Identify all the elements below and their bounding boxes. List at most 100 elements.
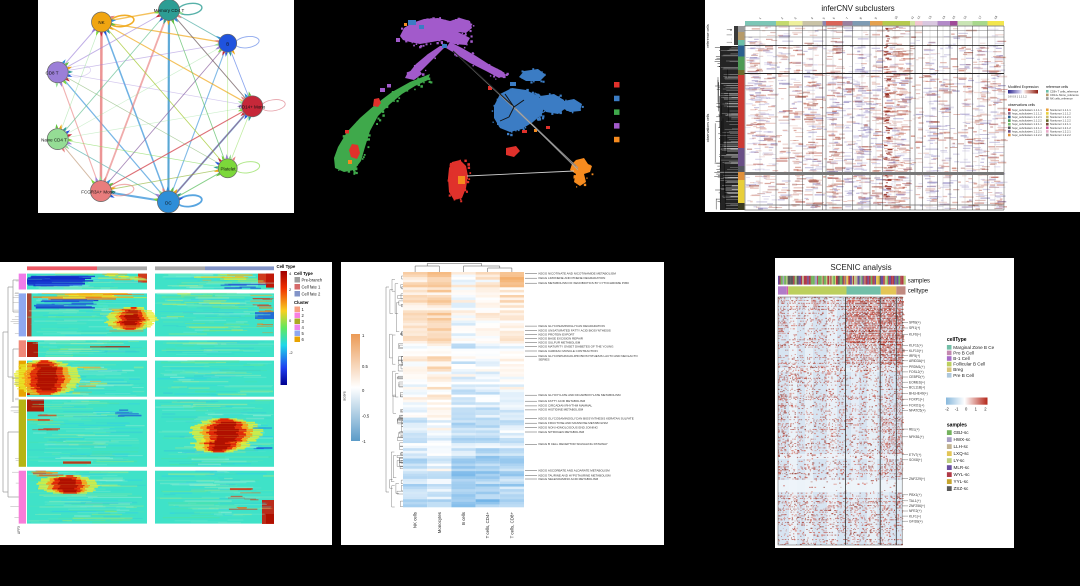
svg-text:NFE2(+): NFE2(+) — [909, 509, 922, 513]
svg-text:6: 6 — [832, 16, 836, 20]
svg-text:Cell Type: Cell Type — [277, 264, 296, 269]
svg-text:hspc_subclusters 1.2.2.2: hspc_subclusters 1.2.2.2 — [1012, 133, 1042, 137]
svg-text:Monocytes: Monocytes — [437, 511, 442, 533]
svg-text:12: 12 — [916, 15, 921, 20]
svg-text:1: 1 — [975, 407, 978, 412]
svg-text:hspc_subclusters 1.2.1.2: hspc_subclusters 1.2.1.2 — [1012, 126, 1042, 130]
svg-text:NK cells_reference: NK cells_reference — [1050, 97, 1073, 101]
svg-text:KEGG CIRCADIAN RHYTHM MAMMAL: KEGG CIRCADIAN RHYTHM MAMMAL — [539, 404, 593, 408]
svg-text:B-1 Cell: B-1 Cell — [953, 356, 969, 361]
svg-text:hspc_subclusters 1.2.1.1: hspc_subclusters 1.2.1.1 — [1012, 122, 1042, 126]
svg-text:Pre B Cell: Pre B Cell — [953, 373, 974, 378]
svg-text:B: B — [226, 42, 229, 47]
svg-text:KEGG BASE EXCISION REPAIR: KEGG BASE EXCISION REPAIR — [539, 336, 584, 340]
svg-text:LLH-sc: LLH-sc — [954, 444, 969, 449]
svg-text:GBJ-sc: GBJ-sc — [954, 430, 970, 435]
svg-text:KEGG FATTY ACID METABOLISM: KEGG FATTY ACID METABOLISM — [539, 399, 586, 403]
svg-text:Nontumor 1.2.2.2: Nontumor 1.2.2.2 — [1050, 133, 1071, 137]
svg-text:WYL-sc: WYL-sc — [954, 472, 971, 477]
svg-text:2: 2 — [984, 407, 987, 412]
svg-text:FOSL2(+): FOSL2(+) — [909, 370, 924, 374]
svg-text:ZSZ-sc: ZSZ-sc — [954, 486, 970, 491]
svg-text:KEGG B CELL RECEPTOR SIGNALING: KEGG B CELL RECEPTOR SIGNALING PATHWAY — [539, 442, 608, 446]
svg-text:KEGG GLYOXYLATE AND DICARBOXYL: KEGG GLYOXYLATE AND DICARBOXYLATE METABO… — [539, 393, 621, 397]
svg-text:MLR-sc: MLR-sc — [954, 465, 971, 470]
svg-text:Memory CD4 T: Memory CD4 T — [154, 8, 185, 13]
svg-text:10: 10 — [894, 15, 899, 20]
svg-text:DC: DC — [165, 200, 172, 205]
svg-text:FCGR3A+ Mono: FCGR3A+ Mono — [81, 190, 115, 195]
svg-text:KEGG NON HOMOLOGOUS END JOININ: KEGG NON HOMOLOGOUS END JOINING — [539, 425, 599, 429]
svg-text:KEGG SULFUR METABOLISM: KEGG SULFUR METABOLISM — [539, 340, 581, 344]
svg-text:KEGG MATURITY ONSET DIABETES O: KEGG MATURITY ONSET DIABETES OF THE YOUN… — [539, 345, 615, 349]
svg-text:hspc_subclusters 1.2.2.1: hspc_subclusters 1.2.2.1 — [1012, 129, 1042, 133]
svg-text:4: 4 — [810, 16, 814, 20]
svg-text:2: 2 — [289, 287, 292, 292]
svg-text:KEGG NICOTINATE AND NICOTINAMI: KEGG NICOTINATE AND NICOTINAMIDE METABOL… — [539, 271, 617, 275]
svg-text:NK cells: NK cells — [413, 511, 418, 528]
svg-text:observations cells: observations cells — [706, 114, 710, 143]
svg-text:KEGG CARDIAC MUSCLE CONTRACTIO: KEGG CARDIAC MUSCLE CONTRACTION — [539, 349, 598, 353]
svg-text:-0.5: -0.5 — [362, 414, 370, 419]
svg-text:cellType: cellType — [947, 337, 967, 343]
svg-text:TAL1(+): TAL1(+) — [909, 499, 921, 503]
svg-text:2: 2 — [780, 16, 784, 20]
svg-text:1: 1 — [302, 307, 305, 312]
svg-text:SOX8(+): SOX8(+) — [909, 458, 922, 462]
svg-text:KEGG GLYCOSAMINOGLYCAN BIOSYNT: KEGG GLYCOSAMINOGLYCAN BIOSYNTHESIS KERA… — [539, 416, 634, 420]
svg-text:reference cells: reference cells — [706, 24, 710, 48]
svg-text:KEGG GLYCOSPHINGOLIPID BIOSYNT: KEGG GLYCOSPHINGOLIPID BIOSYNTHESIS LACT… — [539, 354, 639, 358]
svg-text:ARID3A(+): ARID3A(+) — [909, 359, 925, 363]
svg-text:celltype: celltype — [908, 289, 929, 295]
svg-text:NFKB1(+): NFKB1(+) — [909, 435, 924, 439]
svg-text:observations cells: observations cells — [1008, 103, 1035, 107]
svg-text:Nontumor 1.1.1.1: Nontumor 1.1.1.1 — [1050, 108, 1071, 112]
svg-text:PBX1(+): PBX1(+) — [909, 493, 922, 497]
svg-text:9: 9 — [874, 16, 878, 20]
svg-text:Follicular B Cell: Follicular B Cell — [953, 362, 985, 367]
svg-text:1: 1 — [362, 333, 365, 338]
svg-text:17: 17 — [977, 15, 982, 20]
svg-text:HWX-sc: HWX-sc — [954, 437, 972, 442]
svg-text:-2: -2 — [289, 350, 293, 355]
svg-text:Nontumor 1.2.1.1: Nontumor 1.2.1.1 — [1050, 122, 1071, 126]
svg-text:Nontumor 1.2.1.2: Nontumor 1.2.1.2 — [1050, 126, 1071, 130]
svg-text:-1: -1 — [362, 439, 366, 444]
svg-text:LY-sc: LY-sc — [954, 458, 966, 463]
svg-text:15: 15 — [951, 15, 956, 20]
svg-text:1: 1 — [758, 16, 762, 20]
svg-text:18: 18 — [993, 15, 998, 20]
svg-text:score: score — [342, 390, 347, 401]
svg-text:ZNF256(+): ZNF256(+) — [909, 504, 925, 508]
svg-text:-1: -1 — [955, 407, 959, 412]
svg-text:NFATC5(+): NFATC5(+) — [909, 409, 926, 413]
svg-text:Nontumor 1.1.2.1: Nontumor 1.1.2.1 — [1050, 115, 1071, 119]
svg-text:0: 0 — [362, 388, 365, 393]
svg-text:BHLHE40(+): BHLHE40(+) — [909, 392, 928, 396]
svg-text:PRDM1(+): PRDM1(+) — [909, 365, 925, 369]
svg-text:KLF11(+): KLF11(+) — [909, 344, 923, 348]
svg-text:inferCNV subclusters: inferCNV subclusters — [821, 4, 894, 13]
svg-text:7: 7 — [845, 16, 849, 20]
svg-text:T cells, CD8+: T cells, CD8+ — [509, 512, 514, 539]
svg-text:hspc_subclusters 1.1.1.2: hspc_subclusters 1.1.1.2 — [1012, 111, 1042, 115]
svg-text:0: 0 — [965, 407, 968, 412]
svg-text:3: 3 — [302, 319, 305, 324]
svg-text:5: 5 — [302, 331, 305, 336]
svg-text:3: 3 — [793, 16, 797, 20]
svg-text:CD8 T: CD8 T — [46, 71, 59, 76]
svg-text:FOXO1(+): FOXO1(+) — [909, 403, 924, 407]
svg-text:SCENIC analysis: SCENIC analysis — [830, 263, 891, 272]
svg-text:13: 13 — [927, 15, 932, 20]
svg-text:0.8 0.9 1 1.1 1.2: 0.8 0.9 1 1.1 1.2 — [1008, 95, 1027, 99]
svg-text:KEGG HISTIDINE METABOLISM: KEGG HISTIDINE METABOLISM — [539, 408, 584, 412]
svg-text:5: 5 — [822, 16, 826, 20]
svg-text:KEGG TAURINE AND HYPOTAURINE M: KEGG TAURINE AND HYPOTAURINE METABOLISM — [539, 473, 611, 477]
svg-text:Cell Type: Cell Type — [294, 271, 313, 276]
svg-text:Cell fate 2: Cell fate 2 — [302, 292, 322, 297]
svg-text:GFI1B(+): GFI1B(+) — [909, 519, 923, 523]
svg-text:SPI1(+): SPI1(+) — [909, 326, 920, 330]
svg-text:FOXP1(+): FOXP1(+) — [909, 397, 924, 401]
svg-text:2: 2 — [302, 313, 305, 318]
svg-text:ZNF229(+): ZNF229(+) — [909, 477, 925, 481]
